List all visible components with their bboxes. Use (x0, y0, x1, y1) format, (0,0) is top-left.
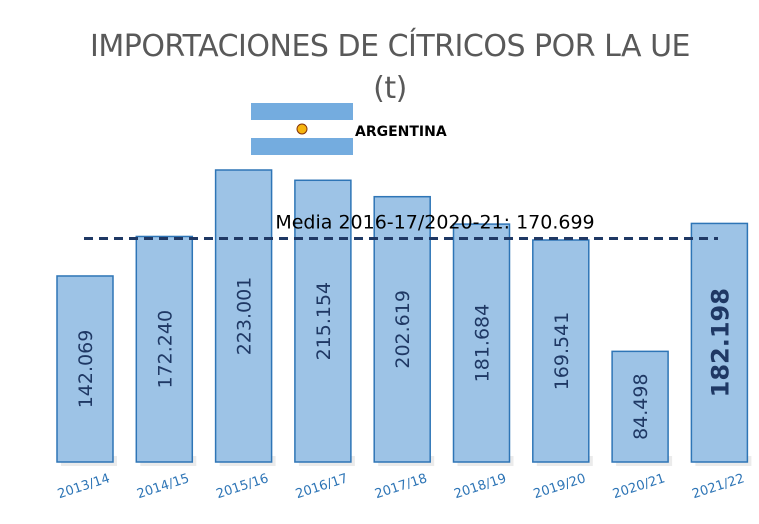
x-tick-label: 2020/21 (611, 471, 667, 502)
value-label: 182.198 (706, 288, 734, 397)
chart-title: IMPORTACIONES DE CÍTRICOS POR LA UE (t) (90, 26, 690, 110)
value-label: 202.619 (392, 290, 414, 369)
value-label: 84.498 (630, 373, 652, 439)
x-tick-label: 2016/17 (294, 471, 350, 502)
x-tick-label: 2015/16 (215, 471, 271, 502)
x-tick-label: 2019/20 (532, 471, 588, 502)
x-tick-label: 2013/14 (56, 471, 112, 502)
page: ARGENTINA 142.069 2013/14 172.240 2014/15 22… (0, 0, 759, 524)
value-label: 142.069 (75, 330, 97, 409)
x-tick-label: 2018/19 (452, 471, 508, 502)
value-label: 181.684 (472, 304, 494, 383)
value-label: 172.240 (154, 310, 176, 389)
reference-label: Media 2016-17/2020-21: 170.699 (275, 211, 594, 233)
x-tick-label: 2017/18 (373, 471, 429, 502)
flag (251, 103, 353, 155)
x-tick-label: 2021/22 (690, 471, 746, 502)
subtitle: ARGENTINA (355, 124, 447, 140)
value-label: 223.001 (234, 277, 256, 356)
value-label: 169.541 (551, 312, 573, 391)
x-tick-label: 2014/15 (135, 471, 191, 502)
value-label: 215.154 (313, 282, 335, 361)
